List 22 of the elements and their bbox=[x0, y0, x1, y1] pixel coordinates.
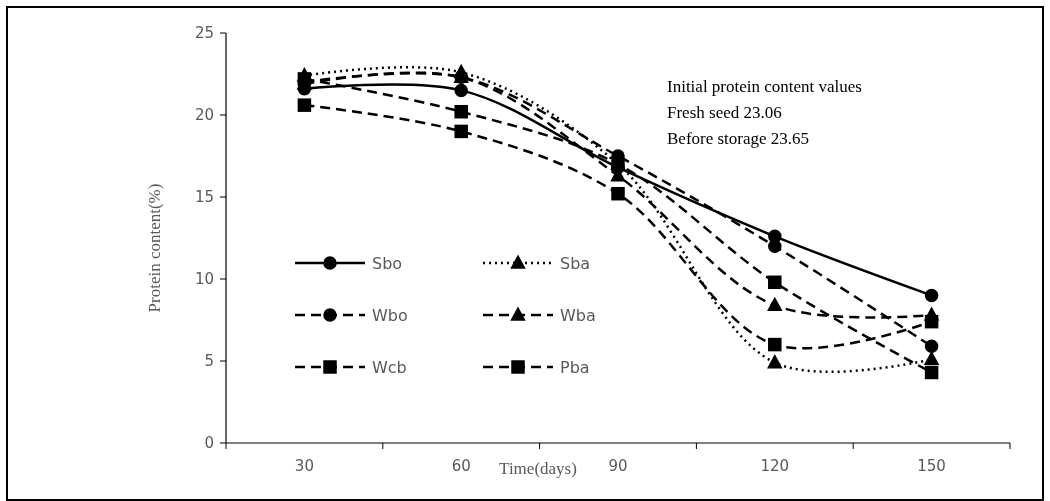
annotation: Initial protein content values bbox=[667, 77, 862, 96]
x-axis-title: Time(days) bbox=[499, 459, 577, 478]
y-tick-label: 0 bbox=[204, 434, 214, 453]
legend-label: Wbo bbox=[372, 305, 408, 325]
x-tick-label: 120 bbox=[760, 457, 790, 475]
annotation: Fresh seed 23.06 bbox=[667, 103, 782, 122]
x-tick-label: 150 bbox=[917, 457, 946, 475]
legend-label: Wba bbox=[560, 305, 596, 325]
annotation: Before storage 23.65 bbox=[667, 129, 810, 148]
y-tick-label: 10 bbox=[194, 270, 214, 289]
y-tick-label: 15 bbox=[194, 188, 214, 207]
y-tick-label: 20 bbox=[194, 106, 214, 125]
legend-label: Pba bbox=[560, 357, 590, 377]
legend-label: Sba bbox=[560, 253, 591, 273]
y-axis-title: Protein content(%) bbox=[145, 183, 164, 313]
x-tick-label: 90 bbox=[608, 457, 628, 475]
y-tick-label: 5 bbox=[204, 352, 214, 371]
x-tick-label: 60 bbox=[451, 457, 471, 475]
legend-label: Wcb bbox=[372, 357, 407, 377]
x-tick-label: 30 bbox=[294, 457, 314, 475]
y-tick-label: 25 bbox=[194, 24, 214, 43]
legend-label: Sbo bbox=[372, 253, 403, 273]
